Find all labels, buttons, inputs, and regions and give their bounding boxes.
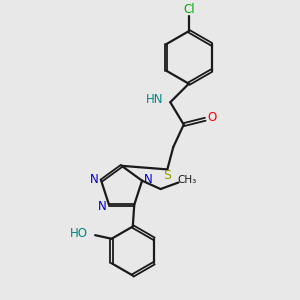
Text: N: N — [98, 200, 107, 213]
Text: Cl: Cl — [183, 3, 195, 16]
Text: O: O — [207, 111, 216, 124]
Text: CH₃: CH₃ — [177, 175, 196, 185]
Text: HN: HN — [146, 93, 164, 106]
Text: N: N — [144, 173, 153, 186]
Text: S: S — [163, 169, 171, 182]
Text: HO: HO — [70, 227, 88, 240]
Text: N: N — [90, 173, 99, 186]
